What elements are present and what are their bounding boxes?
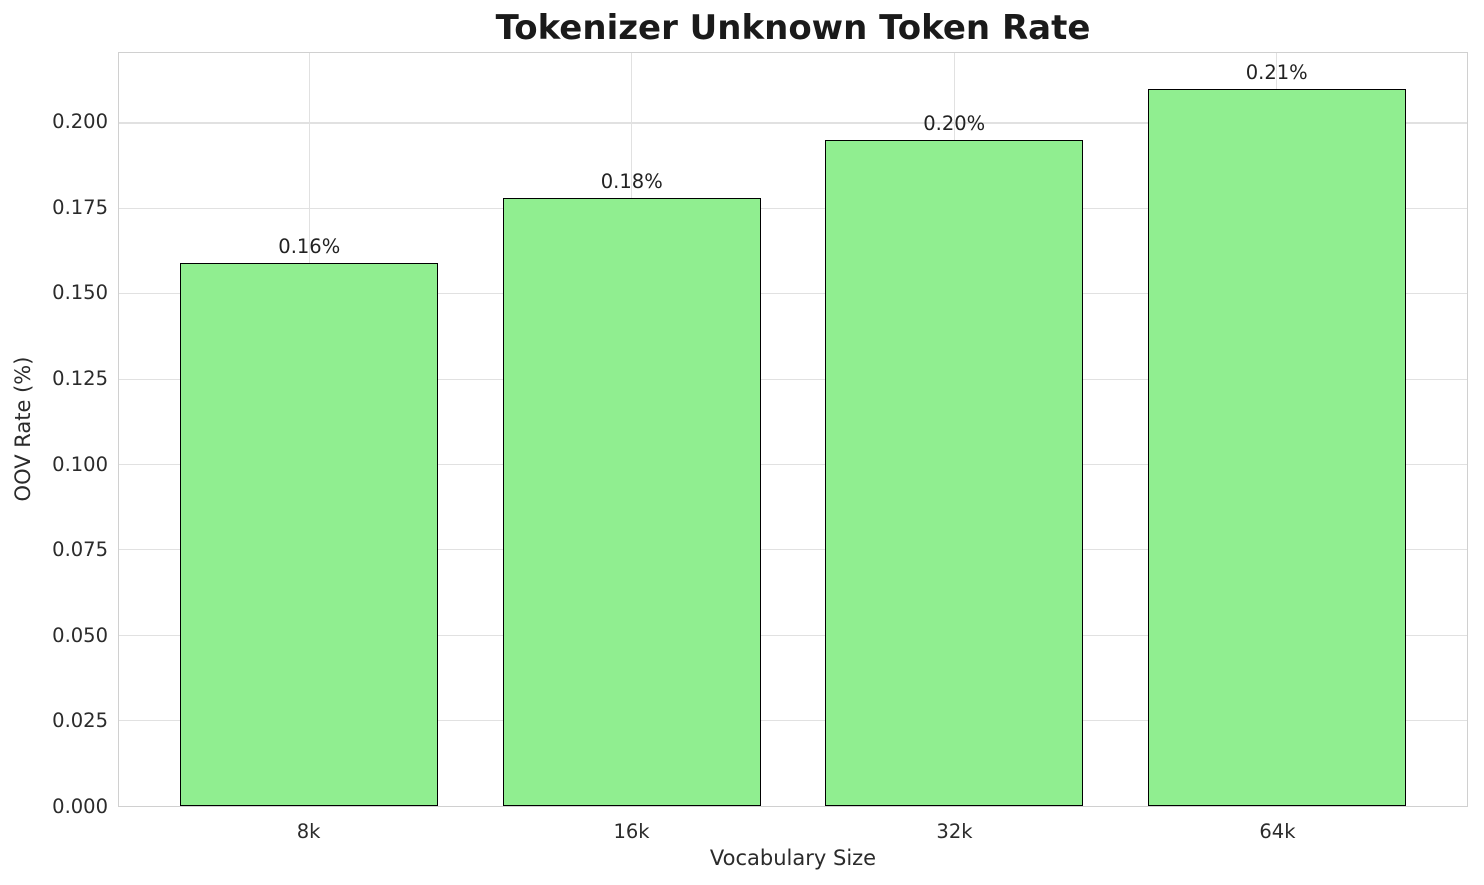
horizontal-gridline <box>119 293 1467 295</box>
bar-value-label: 0.21% <box>1245 60 1308 84</box>
x-axis-label: Vocabulary Size <box>709 846 877 870</box>
y-tick-label: 0.050 <box>52 623 108 647</box>
y-axis-ticks: 0.000 0.025 0.050 0.075 0.100 0.125 0.150 0.175… <box>0 52 108 818</box>
horizontal-gridline <box>119 378 1467 380</box>
bar-value-label: 0.16% <box>278 235 341 259</box>
chart-title: Tokenizer Unknown Token Rate <box>495 8 1091 48</box>
y-tick-label: 0.200 <box>52 110 108 134</box>
x-axis-ticks: 8k 16k 32k 64k <box>118 807 1468 847</box>
plot-area: 0.16% 0.18% 0.20% 0.21% <box>118 52 1468 807</box>
horizontal-gridline <box>119 634 1467 636</box>
y-tick-label: 0.075 <box>52 538 108 562</box>
y-tick-label: 0.175 <box>52 195 108 219</box>
x-tick-label: 32k <box>936 820 973 843</box>
x-tick-label: 64k <box>1259 820 1296 843</box>
y-tick-label: 0.100 <box>52 452 108 476</box>
x-tick-label: 8k <box>296 820 321 843</box>
horizontal-gridline <box>119 122 1467 124</box>
y-tick-label: 0.000 <box>52 795 108 818</box>
horizontal-gridline <box>119 720 1467 722</box>
bar <box>502 198 761 806</box>
x-tick-label: 16k <box>613 820 650 843</box>
bar-value-label: 0.20% <box>923 112 986 136</box>
y-tick-label: 0.150 <box>52 281 108 305</box>
bar <box>825 140 1084 806</box>
y-tick-label: 0.125 <box>52 366 108 390</box>
bar <box>180 263 439 806</box>
y-tick-label: 0.025 <box>52 709 108 733</box>
bar <box>1147 88 1406 806</box>
bar-value-label: 0.18% <box>600 170 663 194</box>
horizontal-gridline <box>119 207 1467 209</box>
horizontal-gridline <box>119 549 1467 551</box>
horizontal-gridline <box>119 463 1467 466</box>
